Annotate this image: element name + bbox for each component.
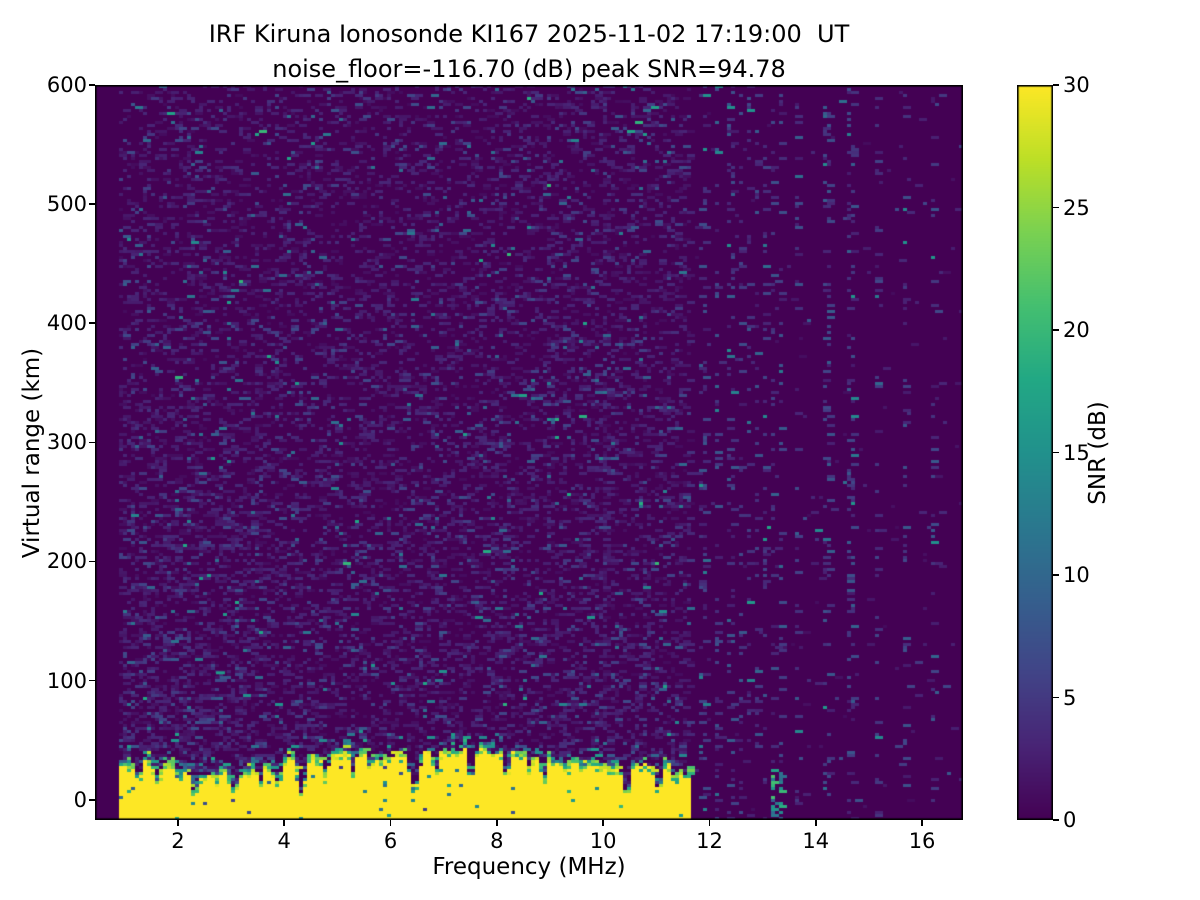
colorbar-tick-label: 20 — [1063, 318, 1090, 342]
colorbar-tick-label: 30 — [1063, 73, 1090, 97]
x-tick-label: 8 — [490, 829, 504, 853]
colorbar-tick-label: 10 — [1063, 563, 1090, 587]
x-tick-label: 16 — [908, 829, 936, 853]
x-tick-label: 4 — [277, 829, 291, 853]
y-tick-mark — [89, 203, 95, 205]
x-tick-label: 6 — [383, 829, 398, 853]
x-tick-mark — [814, 820, 817, 826]
y-tick-label: 100 — [46, 668, 87, 693]
y-tick-mark — [89, 322, 95, 325]
x-tick-label: 12 — [696, 829, 723, 853]
colorbar-tick-mark — [1053, 451, 1059, 454]
x-tick-mark — [177, 820, 179, 826]
y-tick-mark — [89, 84, 95, 86]
y-tick-label: 200 — [46, 549, 87, 574]
y-tick-label: 300 — [46, 430, 87, 455]
x-tick-mark — [496, 820, 498, 826]
colorbar-tick-mark — [1053, 696, 1059, 699]
colorbar-tick-mark — [1053, 206, 1059, 209]
colorbar-canvas — [1017, 85, 1053, 820]
x-tick-mark — [602, 820, 604, 826]
y-tick-label: 0 — [73, 787, 87, 812]
chart-title: IRF Kiruna Ionosonde KI167 2025-11-02 17… — [95, 17, 963, 87]
x-tick-mark — [708, 820, 711, 826]
colorbar-tick-mark — [1053, 329, 1059, 331]
ionogram-heatmap-canvas — [95, 85, 963, 820]
colorbar-tick-label: 5 — [1063, 685, 1077, 710]
y-tick-label: 600 — [46, 73, 87, 97]
colorbar-tick-label: 0 — [1063, 808, 1077, 832]
y-tick-label: 500 — [46, 192, 87, 217]
x-tick-label: 14 — [802, 829, 830, 853]
colorbar-tick-mark — [1053, 84, 1059, 86]
y-tick-mark — [89, 679, 95, 682]
colorbar-tick-label: 15 — [1063, 440, 1090, 465]
x-tick-label: 10 — [589, 829, 617, 853]
x-tick-label: 2 — [171, 829, 185, 853]
colorbar-tick-label: 25 — [1063, 195, 1090, 220]
colorbar-tick-mark — [1053, 819, 1059, 821]
x-tick-mark — [921, 820, 923, 826]
y-tick-mark — [89, 560, 95, 563]
x-axis-label: Frequency (MHz) — [432, 854, 626, 880]
colorbar-tick-mark — [1053, 574, 1059, 576]
chart-title-line1: IRF Kiruna Ionosonde KI167 2025-11-02 17… — [208, 20, 850, 48]
y-tick-mark — [89, 798, 95, 801]
x-tick-mark — [389, 820, 392, 826]
chart-title-line2: noise_floor=-116.70 (dB) peak SNR=94.78 — [272, 55, 786, 83]
x-tick-mark — [283, 820, 286, 826]
y-tick-mark — [89, 441, 95, 444]
y-tick-label: 400 — [46, 311, 87, 336]
